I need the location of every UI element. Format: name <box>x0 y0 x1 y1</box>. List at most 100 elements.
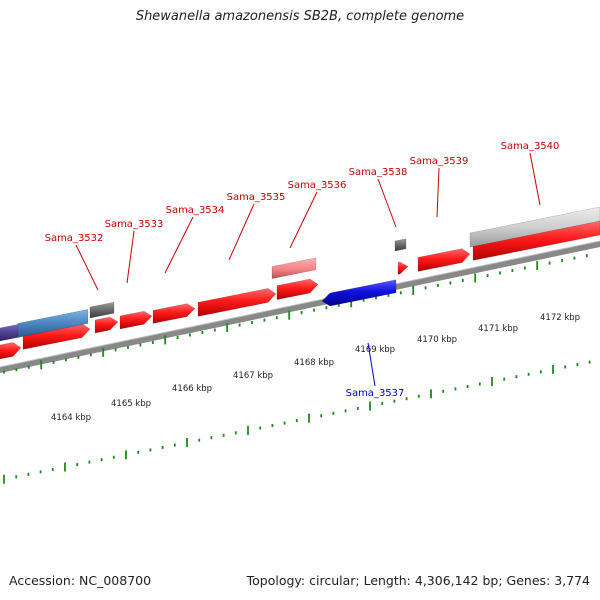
backbone-highlight <box>0 240 600 368</box>
gene-block-light-blue[interactable] <box>17 309 89 338</box>
lower-track-minor-tick <box>503 377 506 381</box>
kbp-label: 4169 kbp <box>355 345 395 355</box>
gene-block-gray-small[interactable] <box>89 301 115 319</box>
upper-track-minor-tick <box>486 273 489 277</box>
gene-label-sama-3540[interactable]: Sama_3540 <box>501 141 560 152</box>
gene-label-sama-3534[interactable]: Sama_3534 <box>166 205 225 216</box>
gene-block-left-edge[interactable] <box>0 342 22 360</box>
leader-line-sama-3535 <box>228 203 255 261</box>
lower-track-minor-tick <box>295 419 298 423</box>
lower-track-minor-tick <box>27 472 30 476</box>
upper-track-minor-tick <box>325 306 328 310</box>
gene-label-sama-3536[interactable]: Sama_3536 <box>288 180 347 191</box>
lower-track-minor-tick <box>539 370 542 374</box>
upper-track-major-tick <box>536 261 539 271</box>
lower-track-minor-tick <box>405 397 408 401</box>
upper-track-minor-tick <box>65 358 67 362</box>
gene-label-sama-3539[interactable]: Sama_3539 <box>410 156 469 167</box>
gene-block-sama-3534[interactable] <box>119 310 153 330</box>
lower-track-minor-tick <box>76 463 79 467</box>
accession-text: Accession: NC_008700 <box>9 573 152 588</box>
lower-track-minor-tick <box>173 443 176 447</box>
kbp-label: 4170 kbp <box>417 335 457 345</box>
upper-track-minor-tick <box>52 360 55 364</box>
lower-track-major-tick <box>64 462 66 472</box>
upper-track-major-tick <box>412 285 415 295</box>
lower-track-minor-tick <box>283 421 286 425</box>
gene-label-sama-3538[interactable]: Sama_3538 <box>349 167 408 178</box>
upper-track-major-tick <box>102 347 105 357</box>
lower-track-major-tick <box>247 425 249 435</box>
upper-track-minor-tick <box>437 283 439 287</box>
gene-block-sama-3538[interactable] <box>397 261 409 275</box>
kbp-label: 4165 kbp <box>111 399 151 409</box>
lower-track-major-tick <box>308 413 310 423</box>
lower-track-minor-tick <box>222 433 225 437</box>
gene-block-pseudo-pink[interactable] <box>271 257 317 279</box>
upper-track-minor-tick <box>313 308 315 312</box>
lower-track-minor-tick <box>271 424 274 428</box>
upper-track-major-tick <box>288 310 291 320</box>
kbp-label: 4166 kbp <box>172 384 212 394</box>
lower-track-major-tick <box>491 377 493 387</box>
gene-block-sama-3537[interactable] <box>321 279 397 307</box>
gene-block-gray-tiny[interactable] <box>394 238 407 252</box>
lower-track-minor-tick <box>259 426 262 430</box>
lower-track-minor-tick <box>478 382 481 386</box>
gene-label-sama-3537[interactable]: Sama_3537 <box>346 388 405 399</box>
upper-track-minor-tick <box>523 266 526 270</box>
lower-track-minor-tick <box>381 402 384 406</box>
lower-track-minor-tick <box>442 389 445 393</box>
upper-track-major-tick <box>350 298 353 308</box>
upper-track-minor-tick <box>263 318 266 322</box>
upper-track-minor-tick <box>15 368 18 372</box>
upper-track-minor-tick <box>77 355 80 359</box>
gene-block-purple[interactable] <box>0 323 21 342</box>
upper-track-minor-tick <box>251 321 253 325</box>
gene-label-sama-3533[interactable]: Sama_3533 <box>105 219 164 230</box>
lower-track-minor-tick <box>112 455 115 459</box>
upper-track-minor-tick <box>127 345 129 349</box>
lower-track-minor-tick <box>417 394 420 398</box>
gene-block-sama-3536[interactable] <box>197 288 277 317</box>
lower-track-minor-tick <box>137 450 140 454</box>
lower-track-minor-tick <box>51 467 54 471</box>
gene-block-light-gray[interactable] <box>469 206 600 248</box>
upper-track-major-tick <box>474 273 477 283</box>
upper-track-minor-tick <box>424 286 427 290</box>
upper-track-minor-tick <box>585 254 588 258</box>
leader-line-sama-3537 <box>367 342 376 387</box>
upper-track-minor-tick <box>27 365 30 369</box>
gene-block-sama-3536b[interactable] <box>276 278 319 300</box>
lower-track-minor-tick <box>88 460 91 464</box>
upper-track-minor-tick <box>387 293 390 297</box>
lower-track-minor-tick <box>100 458 103 462</box>
gene-block-sama-3535[interactable] <box>152 303 196 324</box>
lower-track-major-tick <box>3 474 5 484</box>
upper-track-minor-tick <box>449 281 452 285</box>
upper-track-minor-tick <box>114 348 117 352</box>
gene-block-sama-3533[interactable] <box>94 316 119 334</box>
gene-block-sama-3539[interactable] <box>417 248 471 272</box>
leader-line-sama-3533 <box>126 230 135 284</box>
leader-line-sama-3532 <box>75 244 99 291</box>
lower-track-minor-tick <box>332 411 335 415</box>
lower-track-minor-tick <box>576 363 579 367</box>
lower-track-minor-tick <box>588 360 591 364</box>
lower-track-minor-tick <box>356 406 359 410</box>
lower-track-major-tick <box>369 401 371 411</box>
gene-label-sama-3532[interactable]: Sama_3532 <box>45 233 104 244</box>
lower-track-minor-tick <box>149 448 152 452</box>
lower-track-minor-tick <box>527 372 530 376</box>
kbp-label: 4164 kbp <box>51 413 91 423</box>
upper-track-minor-tick <box>499 271 501 275</box>
upper-track-major-tick <box>226 323 229 333</box>
upper-track-minor-tick <box>362 298 365 302</box>
upper-track-minor-tick <box>139 343 142 347</box>
kbp-label: 4172 kbp <box>540 313 580 323</box>
genome-title: Shewanella amazonensis SB2B, complete ge… <box>135 9 465 24</box>
lower-track-minor-tick <box>161 445 164 449</box>
leader-line-sama-3538 <box>377 178 397 228</box>
gene-label-sama-3535[interactable]: Sama_3535 <box>227 192 286 203</box>
